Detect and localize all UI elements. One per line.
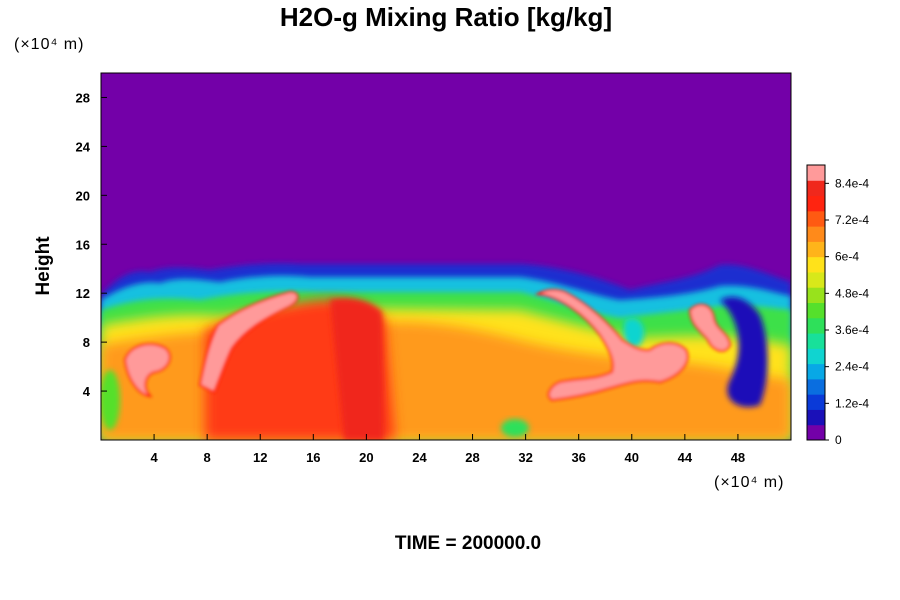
colorbar-segment bbox=[807, 165, 825, 181]
field-region-pink-swirl-left bbox=[123, 343, 171, 398]
x-tick-label: 32 bbox=[518, 450, 532, 465]
y-tick-label: 12 bbox=[76, 286, 90, 301]
colorbar-segment bbox=[807, 394, 825, 410]
y-tick-label: 16 bbox=[76, 237, 90, 252]
colorbar-tick-label: 8.4e-4 bbox=[835, 176, 869, 190]
colorbar-segment bbox=[807, 256, 825, 273]
colorbar-segment bbox=[807, 363, 825, 380]
colorbar-tick-label: 4.8e-4 bbox=[835, 286, 869, 300]
x-tick-label: 12 bbox=[253, 450, 267, 465]
y-tick-label: 24 bbox=[76, 139, 91, 154]
x-tick-label: 24 bbox=[412, 450, 427, 465]
plot-frame bbox=[100, 72, 792, 441]
colorbar-segment bbox=[807, 271, 825, 288]
colorbar-tick-label: 0 bbox=[835, 433, 842, 447]
x-tick-label: 16 bbox=[306, 450, 320, 465]
time-annotation: TIME = 200000.0 bbox=[395, 533, 541, 554]
x-tick-label: 48 bbox=[731, 450, 745, 465]
colorbar-segment bbox=[807, 195, 825, 212]
colorbar-segment bbox=[807, 333, 825, 349]
field-region-green-pocket-2 bbox=[101, 370, 120, 430]
colorbar-segment bbox=[807, 348, 825, 365]
colorbar-tick-label: 2.4e-4 bbox=[835, 360, 869, 374]
x-tick-label: 40 bbox=[625, 450, 639, 465]
y-tick-label: 4 bbox=[83, 384, 91, 399]
colorbar-tick-label: 6e-4 bbox=[835, 250, 859, 264]
colorbar: 0 1.2e-4 2.4e-4 3.6e-4 4.8e-4 6e-4 7.2e-4 8.4e-… bbox=[806, 164, 869, 447]
field-region-pink-plume-left bbox=[198, 290, 299, 394]
y-axis-label: Height bbox=[33, 236, 54, 296]
chart-title: H2O-g Mixing Ratio [kg/kg] bbox=[280, 2, 612, 32]
field-region-cyan-intrusion-right bbox=[623, 318, 645, 348]
plot-area bbox=[101, 73, 791, 440]
x-tick-label: 28 bbox=[465, 450, 479, 465]
y-tick-label: 20 bbox=[76, 188, 90, 203]
x-tick-label: 36 bbox=[571, 450, 585, 465]
colorbar-tick-label: 7.2e-4 bbox=[835, 213, 869, 227]
x-axis: 4 8 12 16 20 24 28 32 36 40 44 48 bbox=[150, 434, 745, 465]
field-region-pink-band-right bbox=[534, 288, 689, 402]
colorbar-frame bbox=[806, 164, 826, 441]
colorbar-segment bbox=[807, 241, 825, 258]
colorbar-tick-label: 3.6e-4 bbox=[835, 323, 869, 337]
field-region-blue-intrusion-right bbox=[720, 296, 768, 408]
colorbar-segment bbox=[807, 409, 825, 426]
colorbar-segment bbox=[807, 302, 825, 319]
colorbar-segment bbox=[807, 287, 825, 303]
colorbar-segment bbox=[807, 424, 825, 441]
colorbar-segment bbox=[807, 378, 825, 395]
colorbar-segment bbox=[807, 226, 825, 242]
colorbar-tick-label: 1.2e-4 bbox=[835, 396, 869, 410]
colorbar-segment bbox=[807, 317, 825, 334]
y-axis-unit: (×10⁴ m) bbox=[14, 36, 84, 53]
x-tick-label: 20 bbox=[359, 450, 373, 465]
y-axis: 4 8 12 16 20 24 28 bbox=[76, 90, 107, 399]
field-region-green-pocket-1 bbox=[501, 419, 529, 437]
x-axis-unit: (×10⁴ m) bbox=[714, 474, 784, 491]
field-region-pink-fringe-right bbox=[688, 303, 732, 352]
colorbar-segment bbox=[807, 210, 825, 227]
x-tick-label: 8 bbox=[204, 450, 211, 465]
y-tick-label: 8 bbox=[83, 335, 90, 350]
field-region-red-band bbox=[330, 298, 384, 440]
x-tick-label: 4 bbox=[150, 450, 158, 465]
colorbar-segment bbox=[807, 180, 825, 197]
y-tick-label: 28 bbox=[76, 90, 90, 105]
x-tick-label: 44 bbox=[678, 450, 693, 465]
